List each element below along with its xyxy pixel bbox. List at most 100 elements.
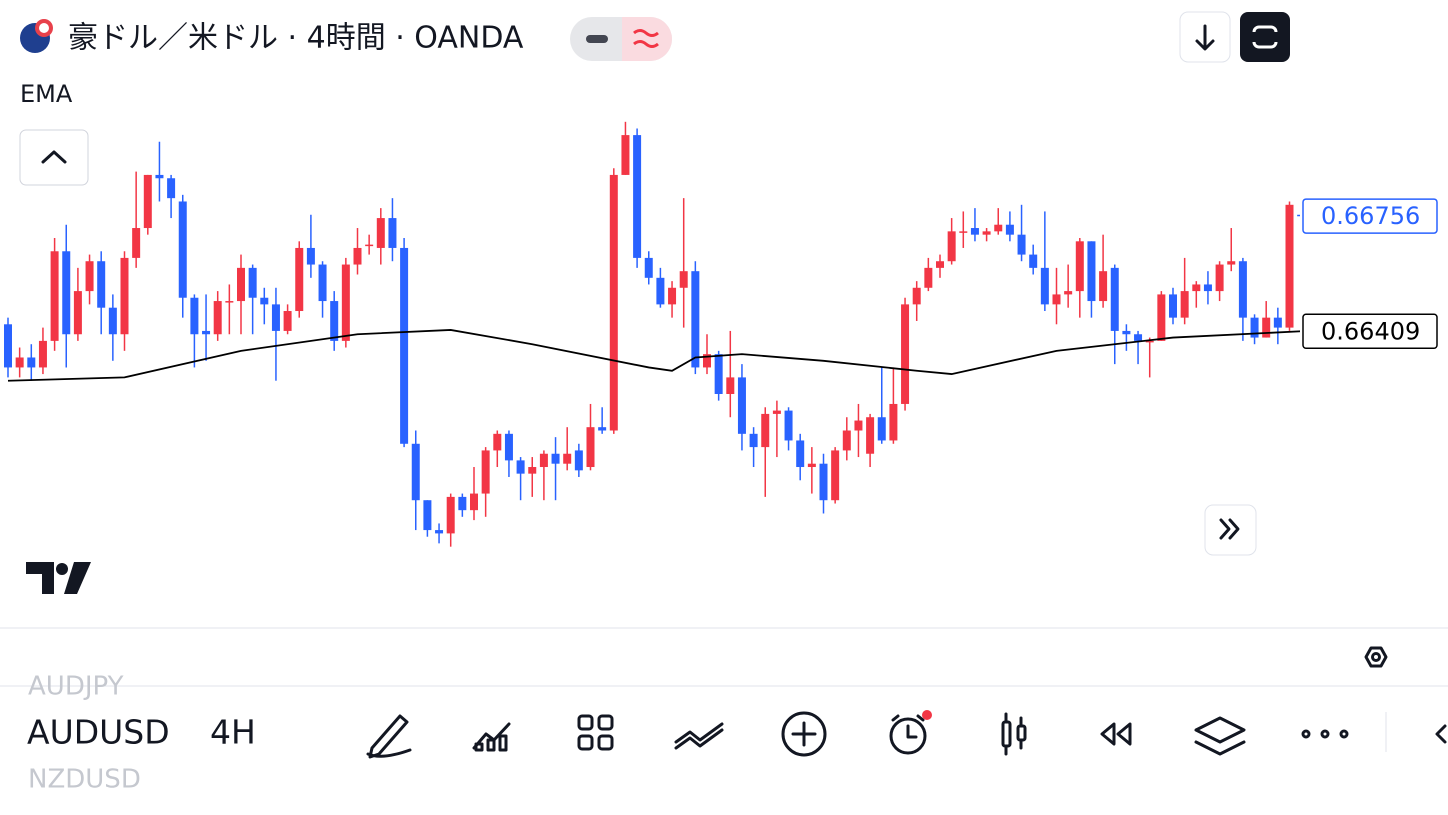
- candle-body: [178, 201, 187, 298]
- prev-symbol[interactable]: AUDJPY: [28, 672, 124, 702]
- candle-body: [202, 330, 211, 335]
- alert-dot: [922, 710, 932, 720]
- candle-body: [854, 420, 863, 431]
- candle-body: [376, 218, 385, 248]
- chart-title: 豪ドル／米ドル · 4時間 · OANDA: [68, 21, 524, 56]
- price-label: 0.66756: [1321, 202, 1420, 230]
- candle-body: [703, 354, 711, 368]
- candle-body: [1075, 241, 1084, 292]
- candle-body: [400, 247, 409, 444]
- candle-body: [621, 135, 630, 175]
- candle-body: [656, 277, 665, 305]
- download-button[interactable]: [1179, 11, 1231, 63]
- candle-body: [108, 307, 117, 335]
- candle-body: [306, 247, 315, 265]
- candle-body: [586, 427, 595, 468]
- candle-body: [807, 463, 816, 468]
- candle-body: [330, 301, 339, 341]
- fade: [172, 700, 192, 770]
- candle-body: [1215, 264, 1224, 292]
- candle-body: [982, 231, 991, 235]
- candle-body: [225, 301, 234, 303]
- candle-body: [633, 135, 642, 258]
- indicators-icon[interactable]: [472, 722, 511, 752]
- candle-body: [1227, 261, 1236, 265]
- candle-body: [668, 287, 677, 305]
- candle-body: [132, 228, 141, 258]
- candle-body: [237, 267, 245, 302]
- candle-body: [283, 311, 292, 331]
- price-label-box: [1302, 198, 1438, 234]
- candle-body: [1017, 234, 1026, 255]
- candle-body: [947, 231, 956, 262]
- candle-body: [271, 304, 280, 331]
- candle-body: [62, 251, 71, 335]
- candle-body: [831, 450, 840, 501]
- candle-body: [1203, 284, 1212, 292]
- collapse-button[interactable]: [19, 129, 89, 186]
- candle-body: [213, 301, 222, 335]
- candle-body: [295, 247, 304, 312]
- compare-icon[interactable]: [674, 722, 724, 750]
- candle-body: [901, 304, 910, 404]
- draw-icon[interactable]: [366, 714, 412, 759]
- candle-body: [1087, 241, 1096, 302]
- candle-body: [1029, 254, 1038, 268]
- candle-body: [1134, 334, 1143, 341]
- plot: [4, 121, 1306, 547]
- symbol[interactable]: AUDUSD: [27, 713, 170, 752]
- candle-body: [784, 410, 793, 441]
- candle-body: [994, 224, 1003, 232]
- price-label-box: [1302, 313, 1438, 350]
- candle-body: [726, 377, 735, 394]
- candle-body: [1192, 284, 1201, 292]
- settings-button[interactable]: [1364, 646, 1388, 668]
- candle-body: [365, 244, 374, 247]
- candle-body: [528, 467, 537, 474]
- candle-body: [679, 271, 688, 288]
- candle-body: [1273, 317, 1282, 328]
- candle-body: [1122, 330, 1131, 335]
- scroll-right-button[interactable]: [1204, 504, 1257, 556]
- candle-body: [749, 433, 758, 448]
- candle-body: [970, 228, 979, 235]
- tool-icons[interactable]: [366, 711, 1447, 759]
- candle-body: [1238, 261, 1247, 318]
- next-symbol[interactable]: NZDUSD: [28, 765, 141, 795]
- candle-body: [85, 261, 94, 292]
- candle-body: [842, 430, 851, 451]
- candle-body: [551, 453, 560, 464]
- candle-body: [912, 287, 921, 305]
- candle-body: [353, 247, 362, 265]
- candle-body: [714, 354, 723, 394]
- interval[interactable]: 4H: [210, 713, 256, 752]
- candle-body: [481, 450, 490, 494]
- candle-body: [737, 377, 746, 434]
- candle-body: [516, 460, 525, 474]
- candle-body: [260, 297, 269, 305]
- candle-body: [1110, 267, 1119, 331]
- candle-body: [120, 257, 129, 335]
- candle-body: [1180, 291, 1189, 318]
- candle-body: [1005, 224, 1014, 235]
- candle-body: [190, 297, 199, 335]
- candle-body: [73, 291, 82, 335]
- candle-body: [959, 231, 968, 233]
- candle-body: [1040, 267, 1049, 305]
- candle-body: [470, 493, 478, 511]
- candle-body: [866, 417, 875, 454]
- candle-body: [435, 530, 444, 534]
- candle-body: [1285, 204, 1294, 328]
- candle-body: [504, 433, 513, 461]
- symbol-flag: [20, 19, 53, 53]
- candle-body: [574, 450, 583, 471]
- candle-body: [796, 440, 805, 468]
- candle-body: [889, 403, 898, 441]
- fullscreen-button[interactable]: [1240, 12, 1290, 62]
- candle-body: [458, 496, 467, 511]
- candle-body: [924, 267, 933, 288]
- candle-body: [493, 433, 502, 451]
- candle-body: [4, 324, 12, 368]
- candle-body: [761, 413, 770, 448]
